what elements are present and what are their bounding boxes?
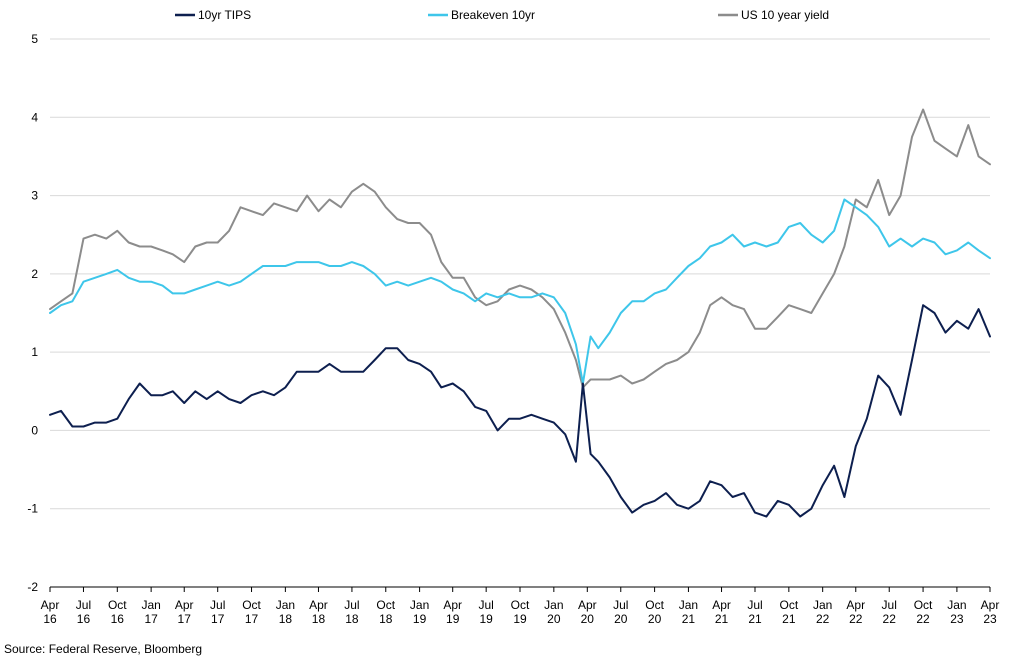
y-tick-label: 0 bbox=[31, 423, 38, 437]
x-tick-label-month: Oct bbox=[108, 598, 127, 612]
x-tick-label-month: Apr bbox=[309, 598, 328, 612]
x-tick-label-year: 17 bbox=[245, 612, 259, 626]
x-tick-label-month: Oct bbox=[511, 598, 530, 612]
x-tick-label-year: 23 bbox=[983, 612, 997, 626]
x-tick-label-year: 18 bbox=[379, 612, 393, 626]
x-tick-label-month: Jan bbox=[947, 598, 966, 612]
series-line-1 bbox=[49, 198, 991, 385]
y-tick-label: -2 bbox=[27, 580, 38, 594]
x-tick-label-year: 22 bbox=[916, 612, 930, 626]
x-tick-label-year: 16 bbox=[111, 612, 125, 626]
x-tick-label-year: 22 bbox=[883, 612, 897, 626]
x-tick-label-year: 19 bbox=[446, 612, 460, 626]
x-axis: Apr16Jul16Oct16Jan17Apr17Jul17Oct17Jan18… bbox=[41, 586, 1000, 626]
legend-label: US 10 year yield bbox=[741, 8, 829, 22]
y-tick-label: 2 bbox=[31, 267, 38, 281]
y-tick-label: 1 bbox=[31, 345, 38, 359]
x-tick-label-month: Oct bbox=[779, 598, 798, 612]
x-tick-label-year: 18 bbox=[345, 612, 359, 626]
x-tick-label-month: Jan bbox=[813, 598, 832, 612]
x-tick-label-month: Apr bbox=[846, 598, 865, 612]
x-tick-label-year: 17 bbox=[211, 612, 225, 626]
legend-label: Breakeven 10yr bbox=[451, 8, 535, 22]
x-tick-label-year: 19 bbox=[513, 612, 527, 626]
y-tick-label: 4 bbox=[31, 110, 38, 124]
x-tick-label-year: 19 bbox=[413, 612, 427, 626]
y-tick-label: 5 bbox=[31, 32, 38, 46]
y-axis: 5 4 3 2 1 0 -1 -2 bbox=[27, 32, 38, 594]
x-tick-label-month: Jul bbox=[76, 598, 91, 612]
x-tick-label-month: Apr bbox=[175, 598, 194, 612]
x-tick-label-month: Jan bbox=[410, 598, 429, 612]
x-tick-label-year: 21 bbox=[782, 612, 796, 626]
x-tick-label-month: Jul bbox=[478, 598, 493, 612]
source-note: Source: Federal Reserve, Bloomberg bbox=[4, 642, 203, 656]
x-tick-label-month: Jul bbox=[747, 598, 762, 612]
x-tick-label-year: 20 bbox=[648, 612, 662, 626]
x-tick-label-month: Jan bbox=[141, 598, 160, 612]
x-tick-label-year: 20 bbox=[547, 612, 561, 626]
x-tick-label-year: 22 bbox=[849, 612, 863, 626]
x-tick-label-year: 16 bbox=[77, 612, 91, 626]
legend-label: 10yr TIPS bbox=[198, 8, 251, 22]
x-tick-label-month: Jul bbox=[210, 598, 225, 612]
x-tick-label-year: 19 bbox=[479, 612, 493, 626]
series-lines bbox=[49, 108, 991, 518]
x-tick-label-year: 22 bbox=[816, 612, 830, 626]
x-tick-label-year: 20 bbox=[581, 612, 595, 626]
x-tick-label-month: Oct bbox=[242, 598, 261, 612]
x-tick-label-year: 21 bbox=[682, 612, 696, 626]
gridlines bbox=[50, 38, 990, 588]
series-line-2 bbox=[49, 108, 991, 389]
x-tick-label-month: Apr bbox=[41, 598, 60, 612]
x-tick-label-month: Oct bbox=[645, 598, 664, 612]
x-tick-label-month: Apr bbox=[981, 598, 1000, 612]
x-tick-label-year: 21 bbox=[748, 612, 762, 626]
x-tick-label-month: Oct bbox=[376, 598, 395, 612]
x-tick-label-year: 23 bbox=[950, 612, 964, 626]
legend: 10yr TIPS Breakeven 10yr US 10 year yield bbox=[175, 8, 829, 22]
x-tick-label-month: Jan bbox=[276, 598, 295, 612]
x-tick-label-month: Jul bbox=[344, 598, 359, 612]
x-tick-label-year: 17 bbox=[144, 612, 158, 626]
x-tick-label-month: Oct bbox=[914, 598, 933, 612]
series-line-0 bbox=[49, 304, 991, 518]
x-tick-label-month: Apr bbox=[578, 598, 597, 612]
y-tick-label: -1 bbox=[27, 502, 38, 516]
y-tick-label: 3 bbox=[31, 189, 38, 203]
x-tick-label-year: 16 bbox=[43, 612, 57, 626]
x-tick-label-year: 17 bbox=[178, 612, 192, 626]
x-tick-label-month: Jan bbox=[679, 598, 698, 612]
x-tick-label-year: 21 bbox=[715, 612, 729, 626]
x-tick-label-year: 18 bbox=[279, 612, 293, 626]
x-tick-label-month: Apr bbox=[712, 598, 731, 612]
x-tick-label-year: 18 bbox=[312, 612, 326, 626]
x-tick-label-year: 20 bbox=[614, 612, 628, 626]
x-tick-label-month: Jul bbox=[613, 598, 628, 612]
x-tick-label-month: Apr bbox=[443, 598, 462, 612]
x-tick-label-month: Jan bbox=[544, 598, 563, 612]
x-tick-label-month: Jul bbox=[882, 598, 897, 612]
